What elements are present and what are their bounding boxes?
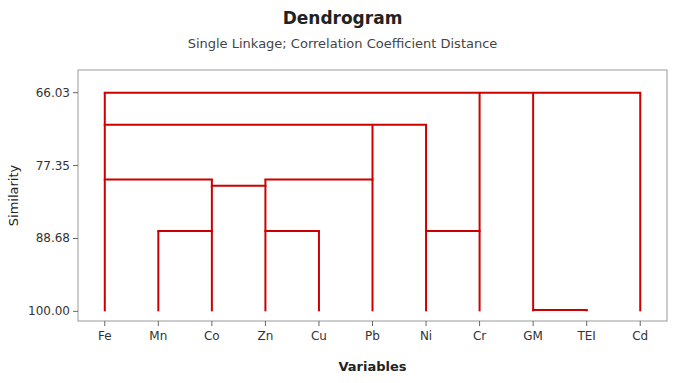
dendrogram-link (264, 230, 320, 232)
x-axis-label: Variables (338, 359, 406, 374)
plot-frame (78, 70, 667, 321)
dendrogram-arm (157, 231, 159, 311)
dendrogram-arm (211, 231, 213, 311)
x-tick (265, 321, 266, 326)
y-axis-label: Similarity (6, 164, 21, 226)
dendrogram-arm (211, 186, 213, 231)
dendrogram-arm (372, 179, 374, 311)
x-tick-label: TEI (576, 329, 595, 343)
x-tick-label: Mn (149, 329, 167, 343)
x-tick (479, 321, 480, 326)
dendrogram-arm (264, 186, 266, 231)
y-tick-label: 66.03 (36, 86, 70, 100)
dendrogram-arm (639, 93, 641, 312)
y-tick (73, 238, 78, 239)
x-tick (586, 321, 587, 326)
x-tick-label: Cd (632, 329, 648, 343)
subtitle: Single Linkage; Correlation Coefficient … (188, 36, 498, 51)
dendrogram-arm (104, 125, 106, 180)
dendrogram-arm (425, 231, 427, 311)
y-tick-label: 100.00 (28, 304, 70, 318)
dendrogram-arm (479, 231, 481, 311)
title: Dendrogram (283, 8, 403, 28)
dendrogram-lines (104, 93, 641, 312)
dendrogram-arm (532, 93, 534, 310)
x-tick-label: Cu (311, 329, 327, 343)
dendrogram-link (264, 178, 373, 180)
x-tick-label: Pb (365, 329, 380, 343)
x-tick-label: GM (523, 329, 543, 343)
dendrogram-link (157, 230, 213, 232)
y-tick (73, 165, 78, 166)
dendrogram-arm (104, 93, 106, 125)
x-tick (211, 321, 212, 326)
x-tick-label: Fe (98, 329, 112, 343)
y-tick-label: 88.68 (36, 231, 70, 245)
dendrogram-link (211, 185, 267, 187)
dendrogram-link (104, 124, 427, 126)
x-tick (426, 321, 427, 326)
dendrogram-arm (372, 125, 374, 180)
y-tick (73, 311, 78, 312)
y-tick (73, 92, 78, 93)
x-tick (533, 321, 534, 326)
dendrogram-arm (425, 125, 427, 231)
dendrogram-link (104, 178, 213, 180)
chart: Dendrogram Single Linkage; Correlation Co… (0, 0, 685, 383)
x-tick-label: Zn (257, 329, 273, 343)
y-tick-label: 77.35 (36, 159, 70, 173)
dendrogram-link (425, 230, 481, 232)
dendrogram-link (104, 92, 641, 94)
x-tick-label: Cr (473, 329, 486, 343)
dendrogram-arm (104, 179, 106, 311)
dendrogram-arm (264, 231, 266, 311)
x-tick (640, 321, 641, 326)
dendrogram-arm (318, 231, 320, 311)
x-tick-label: Co (204, 329, 220, 343)
dendrogram-arm (479, 93, 481, 231)
dendrogram-link (532, 309, 588, 311)
x-tick (158, 321, 159, 326)
x-tick (372, 321, 373, 326)
x-tick (104, 321, 105, 326)
x-tick-label: Ni (420, 329, 432, 343)
x-tick (318, 321, 319, 326)
